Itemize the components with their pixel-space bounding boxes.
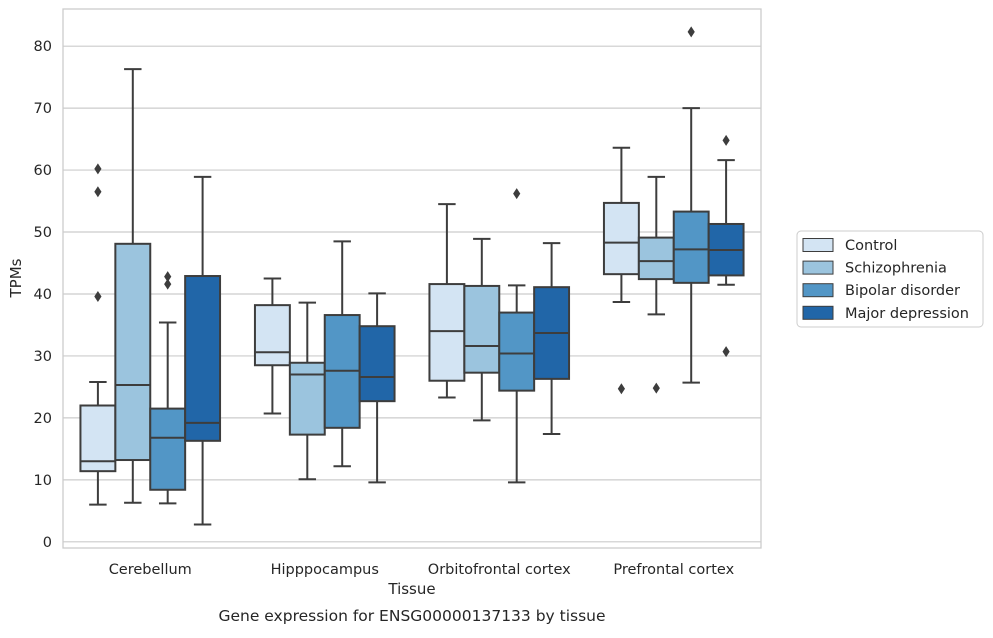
legend-frame: [796, 230, 984, 328]
outlier-point: [687, 26, 695, 38]
y-axis-label: TPMs: [7, 258, 25, 298]
series-bipolar-disorder: [149, 26, 710, 505]
y-tick-label-50: 50: [34, 225, 52, 241]
box-control-hipppocampus: [253, 277, 291, 415]
box-schizophrenia-cerebellum: [114, 68, 152, 504]
legend: Control Schizophrenia Bipolar disorder Majo…: [796, 230, 984, 328]
box-body: [463, 284, 501, 374]
outlier-point: [617, 383, 625, 395]
box-body: [602, 201, 640, 276]
y-tick-label-20: 20: [34, 411, 52, 427]
box-body: [79, 404, 117, 473]
box-body: [184, 275, 222, 442]
x-axis-label: Tissue: [387, 580, 435, 598]
legend-label-major-depression: Major depression: [845, 306, 969, 322]
box-schizophrenia-orbitofrontal-cortex: [463, 237, 501, 422]
box-body: [114, 242, 152, 462]
legend-label-bipolar-disorder: Bipolar disorder: [845, 283, 960, 299]
box-series: [79, 26, 745, 526]
y-tick-label-80: 80: [34, 39, 52, 55]
outlier-point: [94, 290, 102, 302]
box-major-depression-cerebellum: [184, 175, 222, 526]
legend-label-control: Control: [845, 238, 897, 254]
legend-swatch-major-depression: [802, 305, 834, 320]
box-body: [428, 283, 466, 382]
x-tick-label-cerebellum: Cerebellum: [109, 562, 192, 578]
box-schizophrenia-prefrontal-cortex: [637, 175, 675, 394]
legend-swatch-bipolar-disorder: [802, 283, 834, 298]
y-tick-label-40: 40: [34, 287, 52, 303]
x-tick-label-orbitofrontal-cortex: Orbitofrontal cortex: [428, 562, 571, 578]
outlier-point: [164, 271, 172, 283]
series-control: [79, 146, 640, 506]
box-schizophrenia-hipppocampus: [288, 301, 326, 481]
series-major-depression: [184, 134, 745, 526]
box-major-depression-hipppocampus: [358, 292, 396, 484]
outlier-point: [164, 278, 172, 290]
x-tick-label-hipppocampus: Hipppocampus: [271, 562, 379, 578]
box-major-depression-orbitofrontal-cortex: [533, 242, 571, 436]
legend-swatch-schizophrenia: [802, 260, 834, 275]
outlier-point: [722, 346, 730, 358]
box-body: [672, 210, 710, 284]
x-tick-label-prefrontal-cortex: Prefrontal cortex: [613, 562, 734, 578]
chart-caption: Gene expression for ENSG00000137133 by t…: [218, 607, 605, 625]
box-body: [498, 311, 536, 392]
box-body: [149, 407, 187, 491]
box-bipolar-disorder-hipppocampus: [323, 240, 361, 468]
y-tick-label-60: 60: [34, 163, 52, 179]
box-bipolar-disorder-orbitofrontal-cortex: [498, 188, 536, 484]
outlier-point: [94, 163, 102, 175]
y-tick-label-30: 30: [34, 349, 52, 365]
outlier-point: [513, 188, 521, 200]
y-tick-label-0: 0: [43, 535, 52, 551]
legend-swatch-control: [802, 238, 834, 252]
plot-area-frame: [62, 8, 762, 549]
box-control-orbitofrontal-cortex: [428, 203, 466, 399]
y-axis-ticks: 0 10 20 30 40 50 60 70 80: [34, 39, 52, 551]
box-body: [637, 236, 675, 281]
box-control-prefrontal-cortex: [602, 146, 640, 395]
y-tick-label-10: 10: [34, 473, 52, 489]
y-tick-label-70: 70: [34, 101, 52, 117]
box-bipolar-disorder-cerebellum: [149, 271, 187, 505]
box-body: [358, 325, 396, 403]
box-body: [253, 304, 291, 367]
outlier-point: [94, 186, 102, 198]
legend-label-schizophrenia: Schizophrenia: [845, 261, 947, 277]
outlier-point: [652, 382, 660, 394]
box-major-depression-prefrontal-cortex: [707, 134, 745, 358]
series-schizophrenia: [114, 68, 675, 504]
box-bipolar-disorder-prefrontal-cortex: [672, 26, 710, 384]
x-axis-ticks: Cerebellum Hipppocampus Orbitofrontal cort…: [109, 562, 735, 578]
box-control-cerebellum: [79, 163, 117, 506]
outlier-point: [722, 134, 730, 146]
